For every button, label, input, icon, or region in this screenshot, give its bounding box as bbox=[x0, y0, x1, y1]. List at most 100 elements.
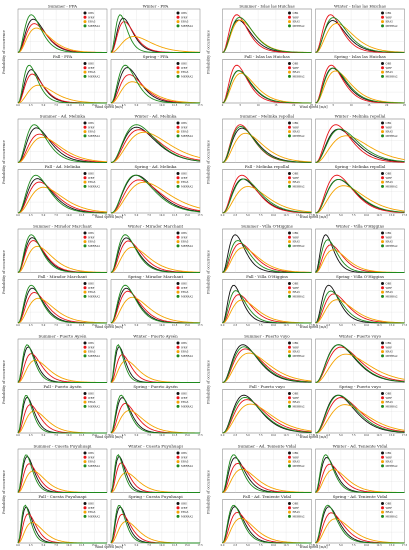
panel-title: Winter - Melinka repollal bbox=[335, 114, 387, 119]
legend-marker-wrf bbox=[176, 66, 180, 70]
legend-label-merra2: MERRA2 bbox=[88, 24, 100, 28]
x-tick-label: 10.0 bbox=[271, 324, 277, 327]
x-tick-label: 7.5 bbox=[147, 214, 151, 217]
legend-label-merra2: MERRA2 bbox=[181, 514, 193, 518]
panel-title: Spring - Puerto vuyo bbox=[339, 384, 381, 389]
legend-label-wrf: WRF bbox=[181, 235, 188, 239]
legend-label-merra2: MERRA2 bbox=[386, 514, 398, 518]
panel-title: Winter - Islas las Huichas bbox=[334, 4, 386, 9]
legend-marker-era5 bbox=[176, 70, 180, 74]
x-tick-label: 0.0 bbox=[109, 544, 113, 547]
legend-marker-era5 bbox=[83, 180, 87, 184]
x-tick-label: 15.0 bbox=[389, 214, 395, 217]
series-line-merra2 bbox=[17, 124, 107, 163]
x-tick-label: 17.5 bbox=[197, 544, 203, 547]
legend-label-wrf: WRF bbox=[386, 345, 393, 349]
panel-title: Summer - Ad. Melinka bbox=[40, 114, 86, 119]
legend-label-era5: ERA5 bbox=[293, 180, 301, 184]
series-line-merra2 bbox=[315, 454, 405, 493]
legend-marker-wrf bbox=[381, 15, 384, 19]
legend-marker-merra2 bbox=[83, 74, 87, 78]
panel-title: Spring - FPA bbox=[143, 54, 169, 59]
panel-title: Summer - Cuesta Puyuhuapi bbox=[34, 444, 93, 449]
legend-label-era5: ERA5 bbox=[181, 70, 189, 74]
x-tick-label: 10.0 bbox=[159, 544, 165, 547]
legend-label-wrf: WRF bbox=[293, 176, 300, 180]
panel-3: Spring - FPA 0.0 2.5 5.0 7.5 10.0 12.5 15.0 17.5… bbox=[109, 54, 203, 107]
legend-marker-wrf bbox=[83, 66, 87, 70]
x-tick-label: 0.0 bbox=[16, 214, 20, 217]
panel-title: Summer - Villa O'Higgins bbox=[241, 224, 293, 229]
legend-marker-wrf bbox=[381, 66, 384, 70]
legend-marker-merra2 bbox=[176, 134, 180, 138]
x-tick-label: 0 bbox=[222, 104, 224, 107]
legend-label-obs: OBS bbox=[293, 172, 299, 176]
legend-label-merra2: MERRA2 bbox=[88, 514, 100, 518]
legend-label-wrf: WRF bbox=[386, 286, 393, 290]
legend-label-wrf: WRF bbox=[181, 66, 188, 70]
series-line-merra2 bbox=[17, 454, 107, 493]
x-tick-label: 15.0 bbox=[185, 214, 191, 217]
series-line-wrf bbox=[222, 174, 312, 214]
legend-label-era5: ERA5 bbox=[88, 290, 96, 294]
x-tick-label: 10 bbox=[257, 104, 261, 107]
legend-marker-era5 bbox=[176, 460, 180, 464]
legend-marker-obs bbox=[83, 121, 87, 125]
legend-marker-era5 bbox=[83, 240, 87, 244]
x-tick-label: 5.0 bbox=[42, 544, 46, 547]
legend-label-era5: ERA5 bbox=[293, 70, 301, 74]
legend-marker-obs bbox=[381, 121, 384, 125]
panel-0: Summer - Mirador Marchant OBSWRFERA5MERRA… bbox=[17, 224, 108, 273]
x-tick-label: 2.5 bbox=[29, 324, 33, 327]
legend-label-era5: ERA5 bbox=[386, 20, 394, 24]
x-tick-label: 7.5 bbox=[147, 434, 151, 437]
legend-marker-obs bbox=[381, 231, 384, 235]
x-tick-label: 0.0 bbox=[314, 434, 318, 437]
x-tick-label: 15.0 bbox=[92, 214, 98, 217]
legend-marker-era5 bbox=[83, 510, 87, 514]
legend-label-era5: ERA5 bbox=[293, 290, 301, 294]
x-tick-label: 12.5 bbox=[79, 324, 85, 327]
legend-label-era5: ERA5 bbox=[386, 240, 394, 244]
legend-marker-merra2 bbox=[176, 294, 180, 298]
x-tick-label: 5 bbox=[333, 104, 335, 107]
legend-marker-era5 bbox=[176, 350, 180, 354]
legend-label-wrf: WRF bbox=[88, 176, 95, 180]
legend-label-obs: OBS bbox=[386, 231, 392, 235]
series-line-era5 bbox=[110, 81, 201, 104]
legend-marker-merra2 bbox=[83, 244, 87, 248]
series-line-era5 bbox=[315, 299, 405, 324]
x-tick-label: 10.0 bbox=[66, 434, 72, 437]
legend-label-merra2: MERRA2 bbox=[293, 404, 305, 408]
x-tick-label: 12.5 bbox=[283, 324, 289, 327]
legend-label-obs: OBS bbox=[88, 451, 94, 455]
legend-label-era5: ERA5 bbox=[293, 350, 301, 354]
legend-marker-merra2 bbox=[288, 404, 291, 408]
series-line-wrf bbox=[315, 174, 405, 214]
x-tick-label: 12.5 bbox=[79, 434, 85, 437]
legend-marker-merra2 bbox=[176, 464, 180, 468]
legend-marker-obs bbox=[381, 11, 384, 15]
x-tick-label: 12.5 bbox=[172, 544, 178, 547]
legend-marker-obs bbox=[288, 392, 291, 395]
legend-marker-era5 bbox=[176, 510, 180, 514]
series-line-merra2 bbox=[315, 178, 405, 214]
x-tick-label: 10.0 bbox=[159, 214, 165, 217]
legend-label-era5: ERA5 bbox=[88, 70, 96, 74]
x-tick-label: 15.0 bbox=[389, 544, 395, 547]
x-tick-label: 0.0 bbox=[16, 544, 20, 547]
legend-label-era5: ERA5 bbox=[181, 240, 189, 244]
legend-marker-obs bbox=[381, 451, 384, 455]
x-tick-label: 12.5 bbox=[79, 104, 85, 107]
legend-marker-wrf bbox=[83, 396, 87, 400]
series-line-era5 bbox=[17, 297, 108, 324]
x-tick-label: 5 bbox=[240, 104, 242, 107]
legend-label-obs: OBS bbox=[181, 282, 187, 286]
x-axis-label: Wind speed [m/s] bbox=[95, 435, 123, 439]
legend-marker-obs bbox=[83, 231, 87, 235]
legend-label-obs: OBS bbox=[88, 11, 94, 15]
y-axis-label: Probability of occurrence bbox=[207, 250, 211, 294]
legend-label-merra2: MERRA2 bbox=[293, 514, 305, 518]
legend-label-obs: OBS bbox=[181, 392, 187, 396]
legend-marker-era5 bbox=[381, 130, 384, 134]
